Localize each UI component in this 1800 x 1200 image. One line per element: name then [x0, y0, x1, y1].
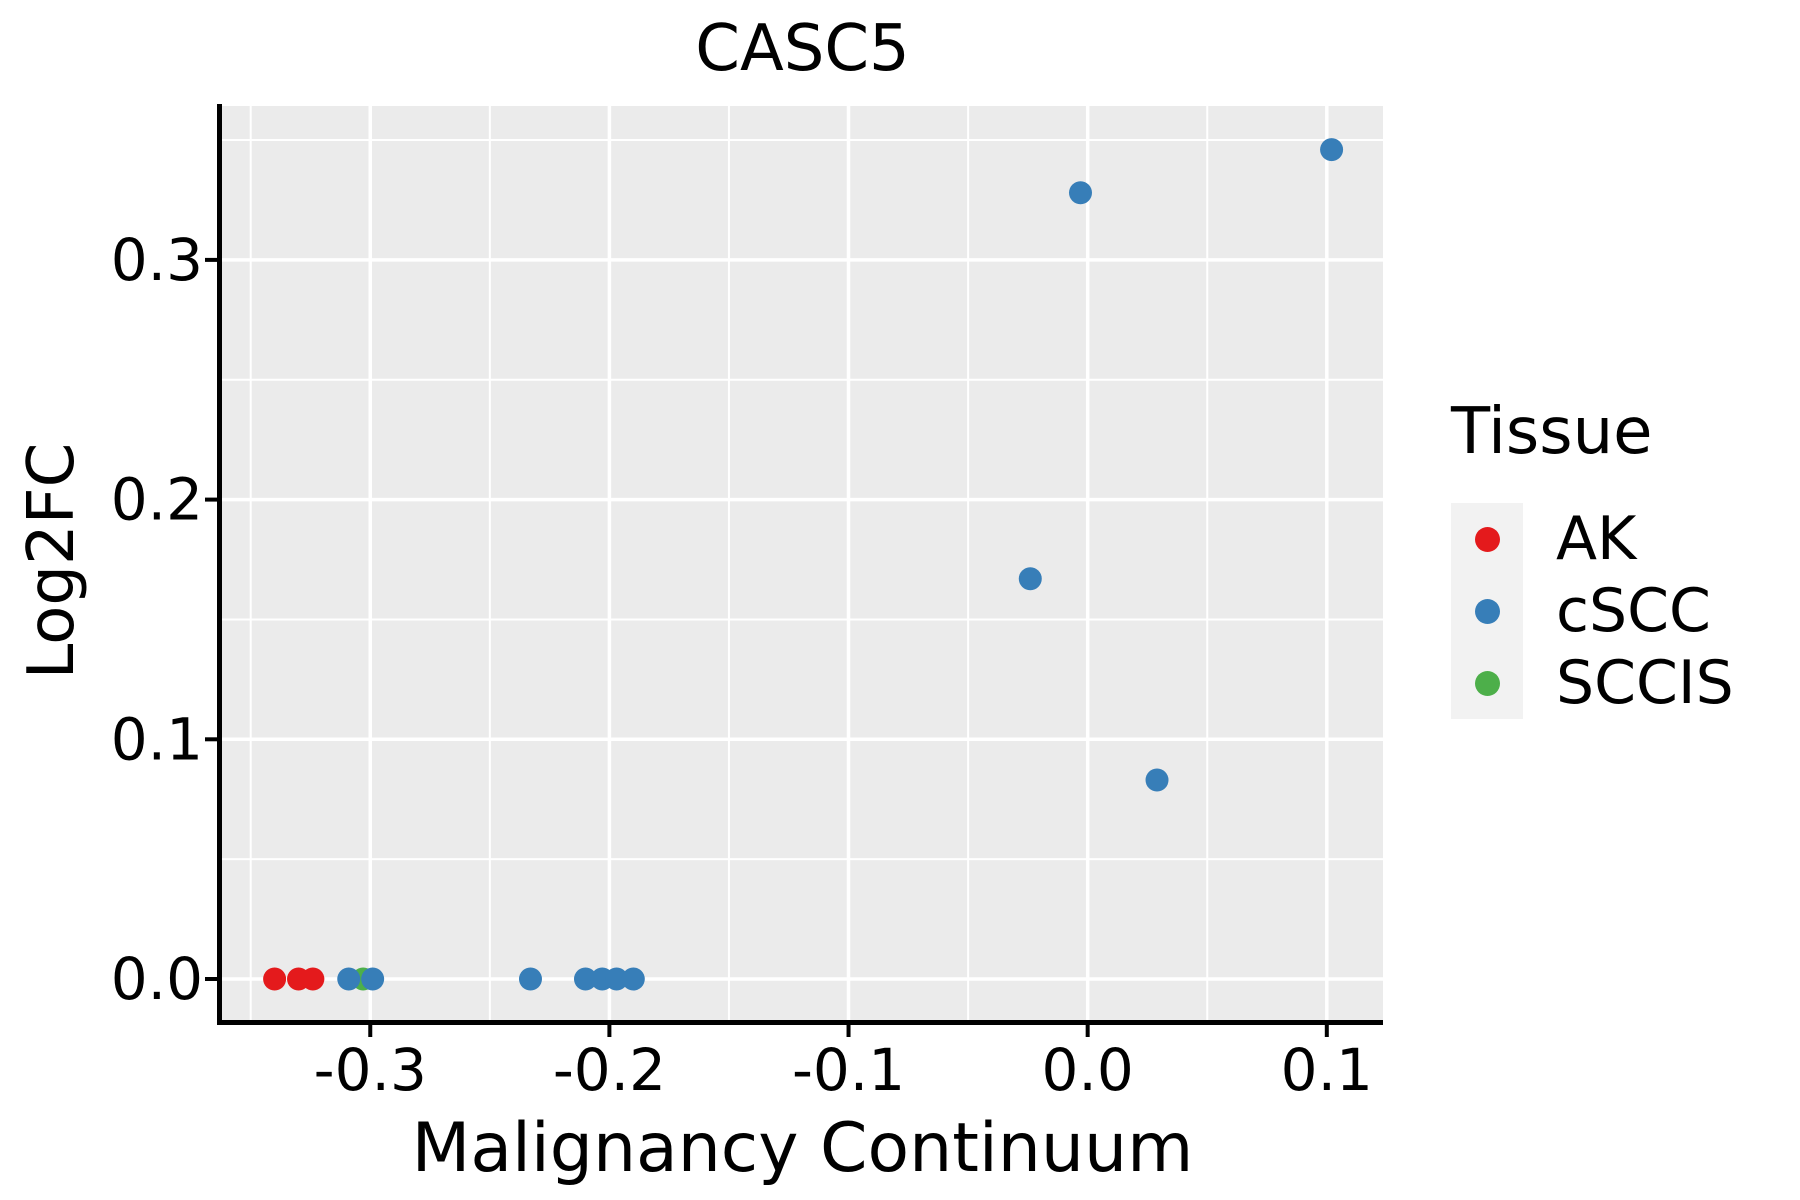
cscc-swatch-icon [1474, 598, 1500, 624]
y-tick-label: 0.1 [111, 705, 203, 773]
legend-row-sccis: SCCIS [1451, 647, 1791, 719]
plot-panel [222, 106, 1383, 1020]
data-point-cscc [337, 967, 361, 991]
x-axis-title: Malignancy Continuum [411, 1109, 1194, 1188]
data-point-cscc [573, 967, 597, 991]
data-point-cscc [621, 967, 645, 991]
chart-title: CASC5 [695, 12, 910, 86]
x-tick-label: 0.0 [1042, 1036, 1134, 1104]
legend: Tissue AK cSCC SCCIS [1451, 400, 1791, 719]
x-tick-label: -0.2 [553, 1036, 666, 1104]
data-point-ak [301, 967, 325, 991]
legend-key-box [1451, 575, 1523, 647]
legend-title: Tissue [1451, 395, 1653, 469]
legend-label-ak: AK [1556, 504, 1637, 574]
sccis-swatch-icon [1474, 670, 1500, 696]
data-point-cscc [361, 967, 385, 991]
y-axis-title: Log2FC [15, 442, 89, 680]
data-point-cscc [605, 967, 629, 991]
y-tick-label: 0.2 [111, 466, 203, 534]
legend-rows: AK cSCC SCCIS [1451, 503, 1791, 719]
x-tick-label: -0.3 [314, 1036, 427, 1104]
ak-swatch-icon [1474, 526, 1500, 552]
legend-row-cscc: cSCC [1451, 575, 1791, 647]
legend-label-sccis: SCCIS [1556, 648, 1734, 718]
legend-key-box [1451, 503, 1523, 575]
x-tick-label: 0.1 [1281, 1036, 1373, 1104]
legend-label-cscc: cSCC [1556, 576, 1711, 646]
y-tick-label: 0.3 [111, 226, 203, 294]
legend-row-ak: AK [1451, 503, 1791, 575]
data-point-ak [263, 967, 287, 991]
data-point-cscc [1320, 138, 1344, 162]
data-point-cscc [1068, 181, 1092, 205]
y-tick-label: 0.0 [111, 945, 203, 1013]
legend-key-box [1451, 647, 1523, 719]
data-point-cscc [1145, 768, 1169, 792]
data-point-cscc [1018, 567, 1042, 591]
data-point-cscc [518, 967, 542, 991]
x-tick-label: -0.1 [792, 1036, 905, 1104]
